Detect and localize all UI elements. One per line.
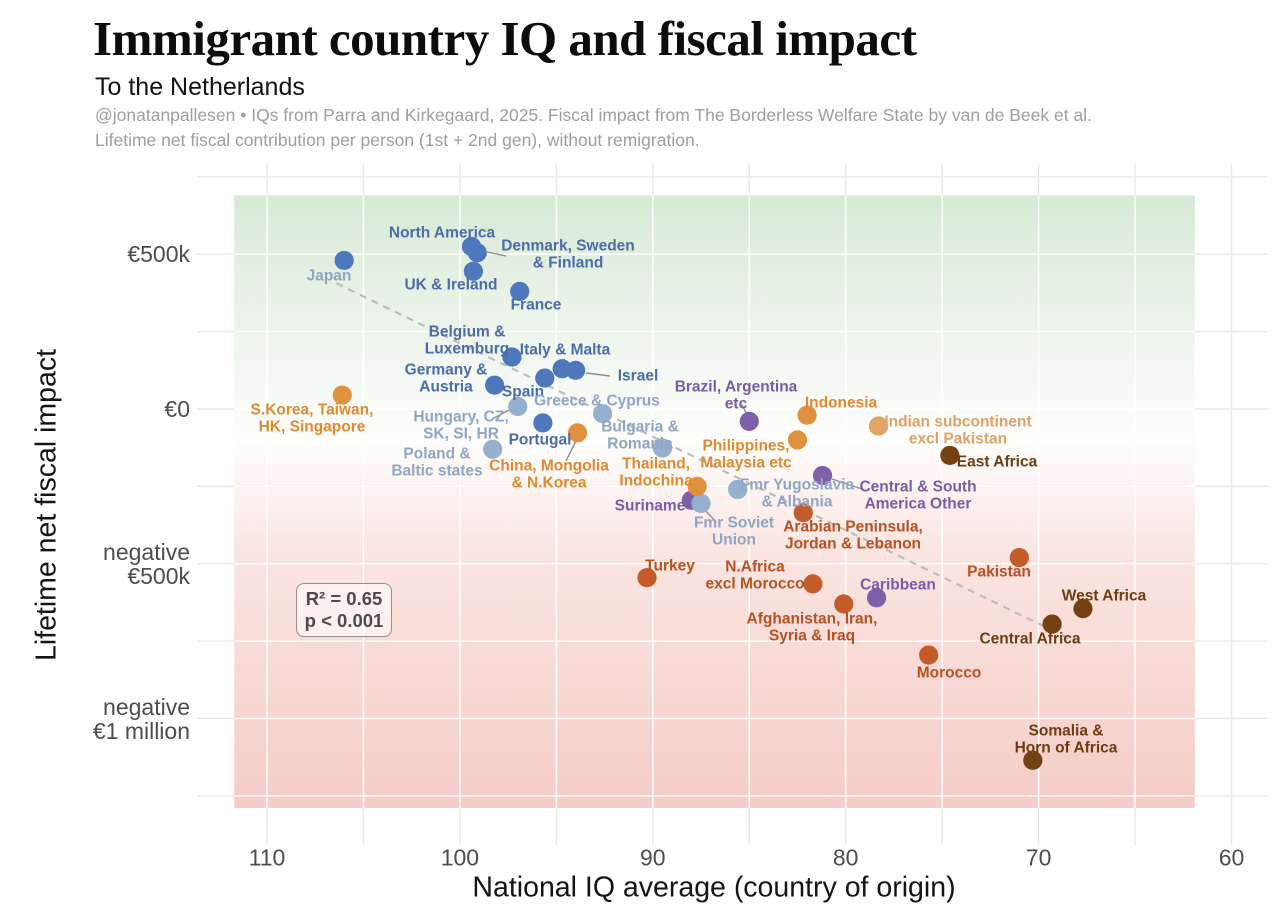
data-point: [691, 493, 711, 513]
data-point: [919, 645, 939, 665]
data-point: [566, 360, 586, 380]
x-tick-label: 100: [440, 844, 480, 871]
y-tick-label: negative €500k: [103, 538, 190, 589]
data-point: [1073, 599, 1093, 619]
data-point: [787, 430, 808, 450]
chart-caption-line1: @jonatanpallesen • IQs from Parra and Ki…: [95, 105, 1092, 125]
data-point: [533, 413, 553, 433]
x-tick-label: 70: [1025, 844, 1052, 871]
data-point: [485, 375, 505, 395]
data-point: [803, 574, 823, 594]
background-band: [234, 195, 1195, 808]
connector-line: [704, 509, 717, 523]
data-point: [567, 423, 588, 443]
data-point: [812, 465, 833, 486]
r-squared-annotation: R² = 0.65 p < 0.001: [296, 583, 392, 638]
data-point: [868, 416, 889, 436]
data-point: [793, 503, 813, 523]
data-point: [463, 261, 484, 281]
connector-line: [565, 440, 577, 462]
r-squared-value: R² = 0.65: [305, 588, 383, 609]
data-point: [334, 250, 354, 271]
connector-line: [486, 251, 507, 257]
connector-line: [491, 408, 512, 420]
data-point: [502, 347, 522, 367]
y-tick-label: €500k: [127, 241, 190, 268]
data-point: [593, 404, 613, 424]
chart-caption-line2: Lifetime net fiscal contribution per per…: [95, 130, 700, 150]
y-tick-label: negative €1 million: [92, 693, 190, 744]
data-point: [535, 368, 555, 388]
data-point: [834, 594, 854, 614]
data-point: [797, 405, 817, 425]
data-point: [728, 479, 748, 500]
data-point: [866, 588, 887, 608]
connector-line: [831, 478, 863, 490]
connector-line: [585, 372, 611, 377]
page-title: Immigrant country IQ and fiscal impact: [93, 11, 917, 66]
p-value: p < 0.001: [304, 610, 384, 632]
data-point: [940, 445, 960, 466]
x-tick-label: 80: [832, 844, 859, 871]
data-point: [687, 476, 707, 496]
x-tick-label: 90: [640, 844, 666, 871]
x-axis-title: National IQ average (country of origin): [472, 871, 956, 904]
data-point: [508, 396, 528, 417]
data-point: [1042, 614, 1062, 634]
data-point: [637, 568, 657, 588]
data-point: [510, 281, 530, 301]
data-point: [739, 411, 759, 431]
data-point: [332, 385, 352, 405]
y-tick-label: €0: [164, 395, 190, 422]
data-point: [1023, 750, 1043, 770]
chart-subtitle: To the Netherlands: [95, 73, 305, 101]
y-axis-title: Lifetime net fiscal impact: [30, 348, 63, 662]
data-points: [332, 236, 1093, 770]
data-point: [1009, 547, 1029, 568]
x-tick-label: 110: [248, 844, 286, 871]
data-point: [483, 439, 503, 459]
data-point: [652, 438, 673, 458]
x-tick-label: 60: [1218, 844, 1245, 871]
data-point: [467, 243, 487, 263]
